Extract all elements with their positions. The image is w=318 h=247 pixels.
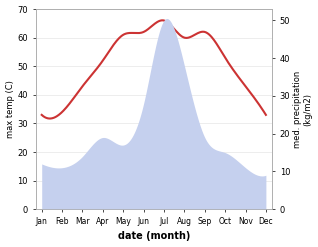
Y-axis label: med. precipitation
(kg/m2): med. precipitation (kg/m2) [293,71,313,148]
X-axis label: date (month): date (month) [118,231,190,242]
Y-axis label: max temp (C): max temp (C) [5,80,15,138]
